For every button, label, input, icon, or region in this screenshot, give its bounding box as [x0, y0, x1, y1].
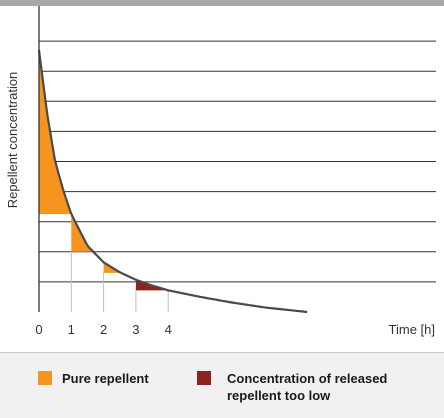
legend — [0, 352, 444, 418]
concentration-curve — [37, 49, 308, 314]
chart-plot: Repellent concentration 0 1 2 3 4 Time [h] — [5, 6, 436, 337]
legend-item-pure-repellent: Pure repellent — [38, 370, 149, 387]
tick-guides — [70, 251, 169, 312]
x-tick-label: 3 — [132, 322, 139, 337]
legend-swatch-pure — [38, 371, 52, 385]
gridlines — [39, 40, 436, 283]
shaded-region — [135, 279, 169, 291]
x-tick-label: 2 — [100, 322, 107, 337]
shaded-regions — [39, 50, 169, 291]
x-tick-label: 0 — [35, 322, 42, 337]
legend-label-too-low: Concentration of released repellent too … — [227, 370, 387, 404]
legend-item-too-low: Concentration of released repellent too … — [197, 370, 437, 404]
shaded-region — [71, 214, 104, 252]
x-tick-labels: 0 1 2 3 4 — [35, 322, 171, 337]
top-bar — [0, 0, 444, 6]
legend-swatch-too-low — [197, 371, 211, 385]
x-axis-label: Time [h] — [389, 322, 435, 337]
legend-label-too-low-line2: repellent too low — [227, 388, 331, 403]
y-axis-label: Repellent concentration — [5, 72, 20, 209]
legend-label-pure: Pure repellent — [62, 371, 149, 386]
shaded-region — [103, 262, 136, 273]
x-tick-label: 1 — [68, 322, 75, 337]
shaded-region — [39, 50, 72, 215]
x-tick-label: 4 — [165, 322, 172, 337]
legend-label-too-low-line1: Concentration of released — [227, 371, 388, 386]
